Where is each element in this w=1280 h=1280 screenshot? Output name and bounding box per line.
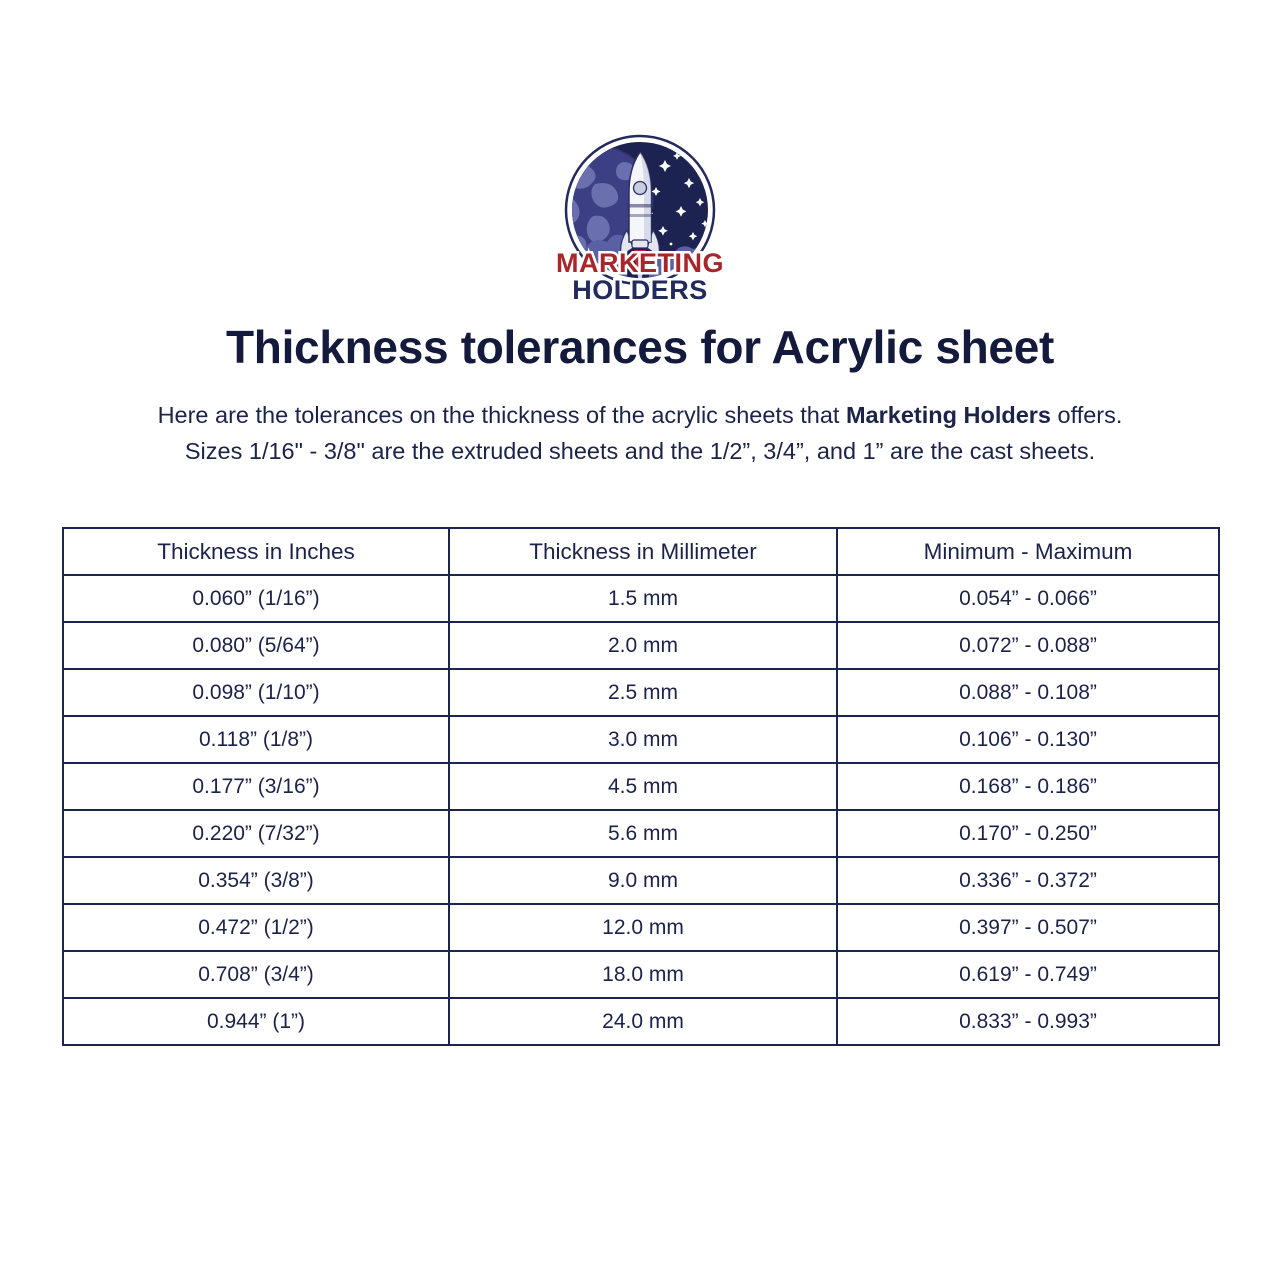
- cell-min-max: 0.397” - 0.507”: [836, 903, 1220, 952]
- cell-min-max: 0.619” - 0.749”: [836, 950, 1220, 999]
- subtitle-line-1-b: offers.: [1051, 402, 1123, 428]
- cell-millimeter: 2.5 mm: [448, 668, 838, 717]
- cell-inches: 0.098” (1/10”): [62, 668, 450, 717]
- page-title: Thickness tolerances for Acrylic sheet: [225, 321, 1055, 373]
- cell-min-max: 0.168” - 0.186”: [836, 762, 1220, 811]
- subtitle-line-2: Sizes 1/16" - 3/8" are the extruded shee…: [184, 437, 1096, 464]
- cell-millimeter: 3.0 mm: [448, 715, 838, 764]
- table-row: 0.708” (3/4”) 18.0 mm 0.619” - 0.749”: [62, 950, 1220, 999]
- cell-min-max: 0.336” - 0.372”: [836, 856, 1220, 905]
- cell-inches: 0.118” (1/8”): [62, 715, 450, 764]
- cell-millimeter: 24.0 mm: [448, 997, 838, 1046]
- subtitle-line-1-a: Here are the tolerances on the thickness…: [157, 402, 846, 428]
- cell-millimeter: 4.5 mm: [448, 762, 838, 811]
- thickness-tolerance-table-container: Thickness in Inches Thickness in Millime…: [62, 527, 1220, 1046]
- cell-millimeter: 5.6 mm: [448, 809, 838, 858]
- logo-container: MARKETING HOLDERS: [0, 132, 1280, 308]
- cell-min-max: 0.106” - 0.130”: [836, 715, 1220, 764]
- marketing-holders-logo: MARKETING HOLDERS: [537, 132, 743, 308]
- column-header-inches: Thickness in Inches: [62, 527, 450, 576]
- table-row: 0.080” (5/64”) 2.0 mm 0.072” - 0.088”: [62, 621, 1220, 670]
- subtitle-line-1: Here are the tolerances on the thickness…: [0, 398, 1280, 434]
- rocket-icon: [620, 150, 660, 292]
- cell-inches: 0.220” (7/32”): [62, 809, 450, 858]
- cell-millimeter: 1.5 mm: [448, 574, 838, 623]
- wordmark-marketing: MARKETING: [556, 248, 724, 278]
- cell-inches: 0.177” (3/16”): [62, 762, 450, 811]
- column-header-millimeter: Thickness in Millimeter: [448, 527, 838, 576]
- cell-min-max: 0.072” - 0.088”: [836, 621, 1220, 670]
- logo-artwork: [564, 134, 716, 292]
- cell-min-max: 0.170” - 0.250”: [836, 809, 1220, 858]
- cell-inches: 0.944” (1”): [62, 997, 450, 1046]
- table-row: 0.220” (7/32”) 5.6 mm 0.170” - 0.250”: [62, 809, 1220, 858]
- table-head: Thickness in Inches Thickness in Millime…: [62, 527, 1220, 576]
- table-row: 0.060” (1/16”) 1.5 mm 0.054” - 0.066”: [62, 574, 1220, 623]
- table-row: 0.944” (1”) 24.0 mm 0.833” - 0.993”: [62, 997, 1220, 1046]
- cell-inches: 0.060” (1/16”): [62, 574, 450, 623]
- thickness-tolerance-table: Thickness in Inches Thickness in Millime…: [62, 527, 1220, 1046]
- logo-wordmark: MARKETING HOLDERS: [554, 246, 727, 307]
- cell-millimeter: 18.0 mm: [448, 950, 838, 999]
- table-body: 0.060” (1/16”) 1.5 mm 0.054” - 0.066” 0.…: [62, 574, 1220, 1046]
- page-subtitle: Here are the tolerances on the thickness…: [0, 398, 1280, 469]
- cell-millimeter: 9.0 mm: [448, 856, 838, 905]
- cell-min-max: 0.833” - 0.993”: [836, 997, 1220, 1046]
- subtitle-brand-emphasis: Marketing Holders: [845, 402, 1051, 428]
- table-row: 0.354” (3/8”) 9.0 mm 0.336” - 0.372”: [62, 856, 1220, 905]
- cell-min-max: 0.054” - 0.066”: [836, 574, 1220, 623]
- cell-millimeter: 12.0 mm: [448, 903, 838, 952]
- wordmark-holders: HOLDERS: [572, 275, 708, 305]
- table-header-row: Thickness in Inches Thickness in Millime…: [62, 527, 1220, 576]
- cell-inches: 0.080” (5/64”): [62, 621, 450, 670]
- cell-inches: 0.708” (3/4”): [62, 950, 450, 999]
- table-row: 0.177” (3/16”) 4.5 mm 0.168” - 0.186”: [62, 762, 1220, 811]
- cell-millimeter: 2.0 mm: [448, 621, 838, 670]
- table-row: 0.098” (1/10”) 2.5 mm 0.088” - 0.108”: [62, 668, 1220, 717]
- cell-inches: 0.354” (3/8”): [62, 856, 450, 905]
- column-header-min-max: Minimum - Maximum: [836, 527, 1220, 576]
- cell-min-max: 0.088” - 0.108”: [836, 668, 1220, 717]
- table-row: 0.472” (1/2”) 12.0 mm 0.397” - 0.507”: [62, 903, 1220, 952]
- cell-inches: 0.472” (1/2”): [62, 903, 450, 952]
- table-row: 0.118” (1/8”) 3.0 mm 0.106” - 0.130”: [62, 715, 1220, 764]
